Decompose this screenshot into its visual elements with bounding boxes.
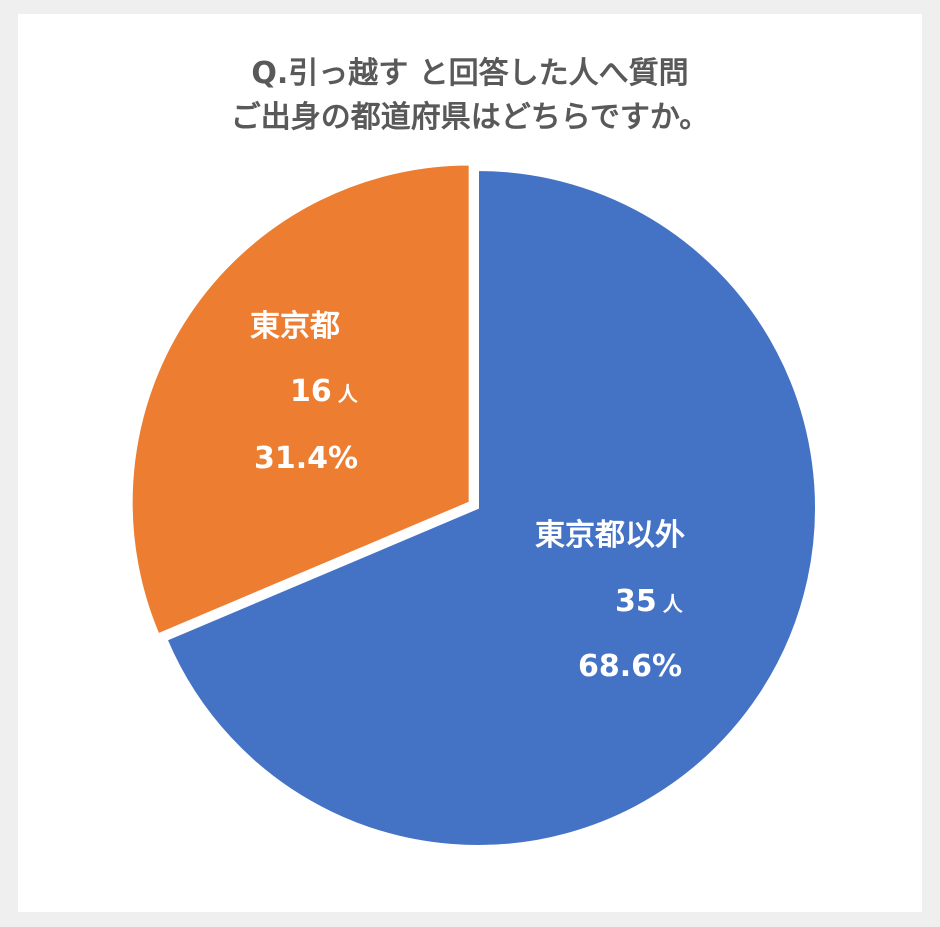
- slice-label-tokyo-percent: 31.4%: [254, 441, 359, 476]
- pie-slice-tokyo: [130, 163, 471, 636]
- slice-label-other-name: 東京都以外: [535, 518, 685, 553]
- slice-label-tokyo-count-value: 16: [290, 374, 332, 409]
- slice-label-tokyo-count-unit: 人: [337, 382, 358, 406]
- chart-title: Q.引っ越す と回答した人へ質問 ご出身の都道府県はどちらですか。: [0, 52, 940, 140]
- pie-slice-outside-tokyo: [165, 168, 817, 847]
- slice-label-other-percent: 68.6%: [578, 649, 683, 684]
- slice-label-other-count-value: 35: [615, 584, 657, 619]
- chart-title-line-2: ご出身の都道府県はどちらですか。: [230, 100, 710, 135]
- slice-label-tokyo-count: 16 人: [290, 374, 358, 412]
- slice-label-tokyo-name: 東京都: [250, 309, 340, 344]
- chart-title-line-1: Q.引っ越す と回答した人へ質問: [251, 56, 689, 91]
- slice-label-other-count-unit: 人: [662, 592, 683, 616]
- slice-label-other-count: 35 人: [615, 584, 683, 622]
